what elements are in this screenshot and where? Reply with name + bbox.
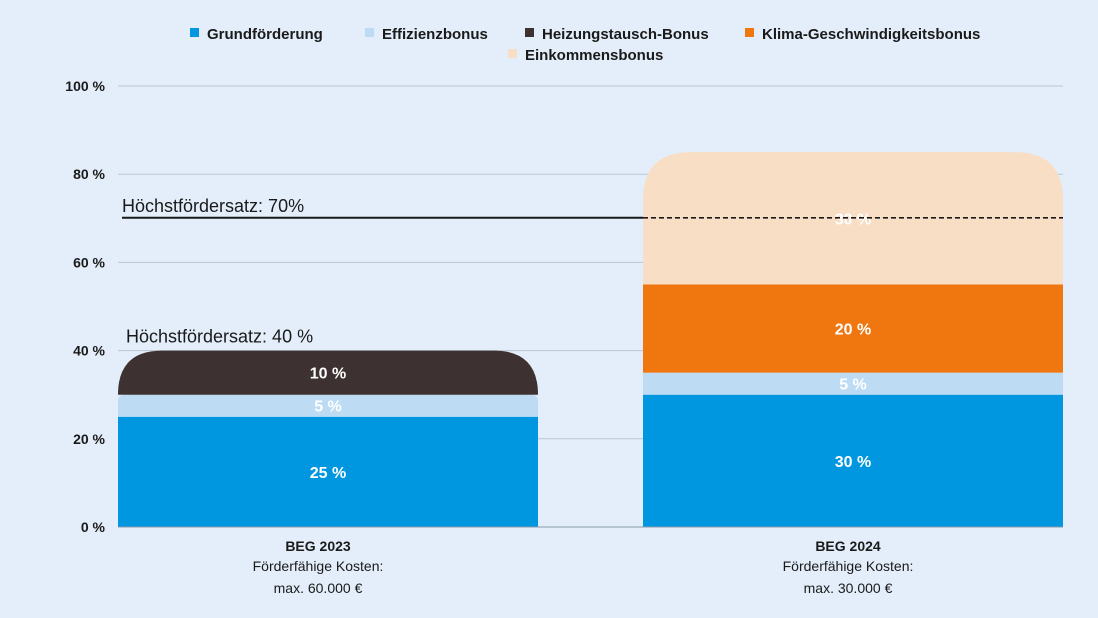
- legend-entry: Effizienzbonus: [382, 26, 488, 43]
- category-note: Förderfähige Kosten:: [253, 558, 384, 574]
- legend-swatch: [745, 28, 754, 37]
- data-label: 5 %: [314, 399, 342, 416]
- annotation-label: Höchstfördersatz: 70%: [122, 196, 304, 216]
- y-tick-label: 100 %: [65, 78, 105, 94]
- data-label: 30 %: [835, 211, 871, 228]
- bar-segment-effizienzbonus: [643, 372, 1063, 395]
- y-tick-label: 0 %: [81, 519, 106, 535]
- bar-segment-heizungstausch-bonus: [118, 350, 538, 395]
- data-label: 10 %: [310, 366, 346, 383]
- bar-segment-klima-geschwindigkeitsbonus: [643, 284, 1063, 373]
- annotation-label: Höchstfördersatz: 40 %: [126, 327, 313, 347]
- legend-entry: Heizungstausch-Bonus: [542, 26, 709, 43]
- y-tick-label: 40 %: [73, 343, 105, 359]
- category-note: max. 30.000 €: [804, 580, 893, 596]
- legend-swatch: [508, 49, 517, 58]
- legend-swatch: [525, 28, 534, 37]
- data-label: 25 %: [310, 465, 346, 482]
- legend-entry: Klima-Geschwindigkeitsbonus: [762, 26, 980, 43]
- x-tick-label: BEG 2024: [815, 538, 881, 554]
- bar-segment-grundförderung: [643, 394, 1063, 527]
- legend-entry: Einkommensbonus: [525, 47, 663, 64]
- legend-swatch: [190, 28, 199, 37]
- bar-segment-effizienzbonus: [118, 394, 538, 417]
- legend-swatch: [365, 28, 374, 37]
- y-tick-label: 20 %: [73, 431, 105, 447]
- bar-segment-grundförderung: [118, 416, 538, 527]
- legend-entry: Grundförderung: [207, 26, 323, 43]
- y-tick-label: 80 %: [73, 166, 105, 182]
- data-label: 20 %: [835, 322, 871, 339]
- data-label: 5 %: [839, 377, 867, 394]
- category-note: Förderfähige Kosten:: [783, 558, 914, 574]
- category-note: max. 60.000 €: [274, 580, 363, 596]
- y-tick-label: 60 %: [73, 254, 105, 270]
- data-label: 30 %: [835, 454, 871, 471]
- x-tick-label: BEG 2023: [285, 538, 351, 554]
